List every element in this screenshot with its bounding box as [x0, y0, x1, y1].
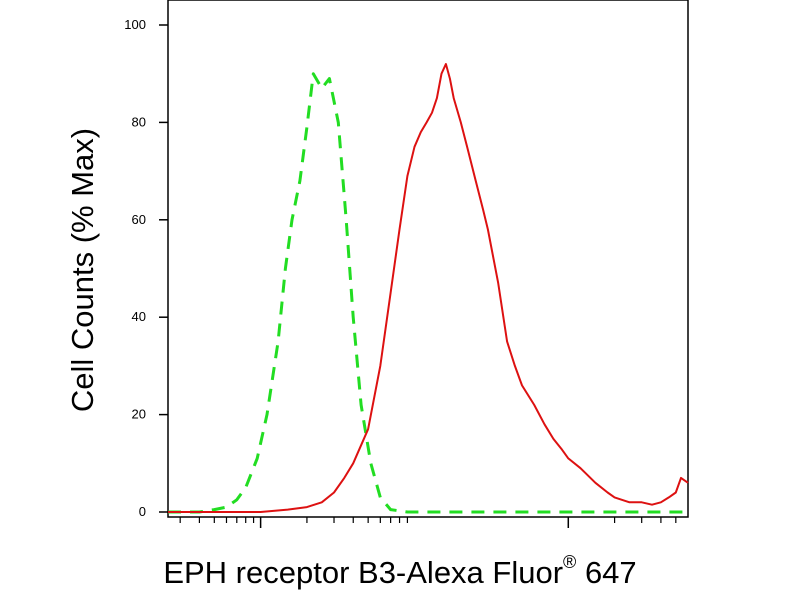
plot-frame — [167, 0, 689, 518]
registered-mark: ® — [563, 551, 577, 572]
y-tick-label: 100 — [124, 17, 146, 32]
series-layer — [168, 63, 689, 514]
histogram-series-1 — [168, 72, 688, 514]
y-axis: 0 20 40 60 80 100 — [124, 17, 168, 519]
y-axis-title: Cell Counts (% Max) — [65, 128, 100, 412]
x-axis-title: EPH receptor B3-Alexa Fluor® 647 — [0, 551, 800, 591]
y-tick-label: 40 — [132, 309, 146, 324]
y-tick-label: 60 — [132, 212, 146, 227]
x-axis — [179, 517, 677, 528]
y-tick-label: 20 — [132, 407, 146, 422]
x-axis-title-suffix: 647 — [584, 555, 637, 590]
y-tick-label: 80 — [132, 114, 146, 129]
y-tick-label: 0 — [139, 504, 146, 519]
histogram-series-2 — [168, 63, 689, 513]
x-axis-title-main: EPH receptor B3-Alexa Fluor — [163, 555, 564, 590]
